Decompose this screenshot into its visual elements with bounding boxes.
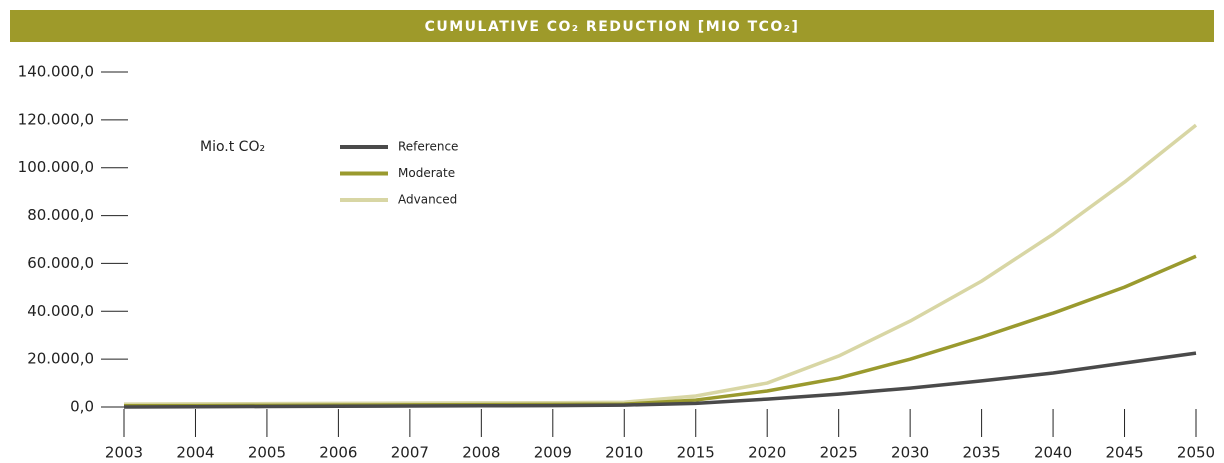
y-tick-label: 140.000,0 bbox=[18, 63, 94, 81]
x-tick-label: 2020 bbox=[748, 444, 786, 462]
x-tick-label: 2040 bbox=[1034, 444, 1072, 462]
y-tick-label: 100.000,0 bbox=[18, 158, 94, 176]
x-tick-label: 2030 bbox=[891, 444, 929, 462]
x-tick-label: 2003 bbox=[105, 444, 143, 462]
x-tick-label: 2008 bbox=[462, 444, 500, 462]
legend-label: Advanced bbox=[398, 193, 457, 207]
chart-title: CUMULATIVE CO₂ REDUCTION [MIO TCO₂] bbox=[425, 19, 800, 35]
x-tick-label: 2007 bbox=[391, 444, 429, 462]
series-line bbox=[123, 123, 1198, 406]
legend-label: Moderate bbox=[398, 166, 455, 180]
x-tick-label: 2050 bbox=[1177, 444, 1215, 462]
x-tick-label: 2035 bbox=[963, 444, 1001, 462]
y-tick-label: 0,0 bbox=[70, 398, 94, 416]
y-tick-label: 120.000,0 bbox=[18, 110, 94, 128]
y-tick-label: 60.000,0 bbox=[27, 254, 94, 272]
x-tick-label: 2006 bbox=[319, 444, 357, 462]
x-tick-label: 2045 bbox=[1105, 444, 1143, 462]
legend-label: Reference bbox=[398, 140, 458, 154]
unit-label: Mio.t CO₂ bbox=[200, 139, 265, 155]
x-tick-label: 2004 bbox=[176, 444, 214, 462]
series-line bbox=[123, 254, 1197, 408]
y-tick-label: 80.000,0 bbox=[27, 206, 94, 224]
x-tick-label: 2025 bbox=[820, 444, 858, 462]
x-tick-label: 2015 bbox=[677, 444, 715, 462]
x-tick-label: 2010 bbox=[605, 444, 643, 462]
series-line bbox=[123, 351, 1197, 409]
x-tick-label: 2009 bbox=[534, 444, 572, 462]
x-tick-label: 2005 bbox=[248, 444, 286, 462]
y-tick-label: 20.000,0 bbox=[27, 350, 94, 368]
y-tick-label: 40.000,0 bbox=[27, 302, 94, 320]
title-bar bbox=[10, 10, 1214, 42]
